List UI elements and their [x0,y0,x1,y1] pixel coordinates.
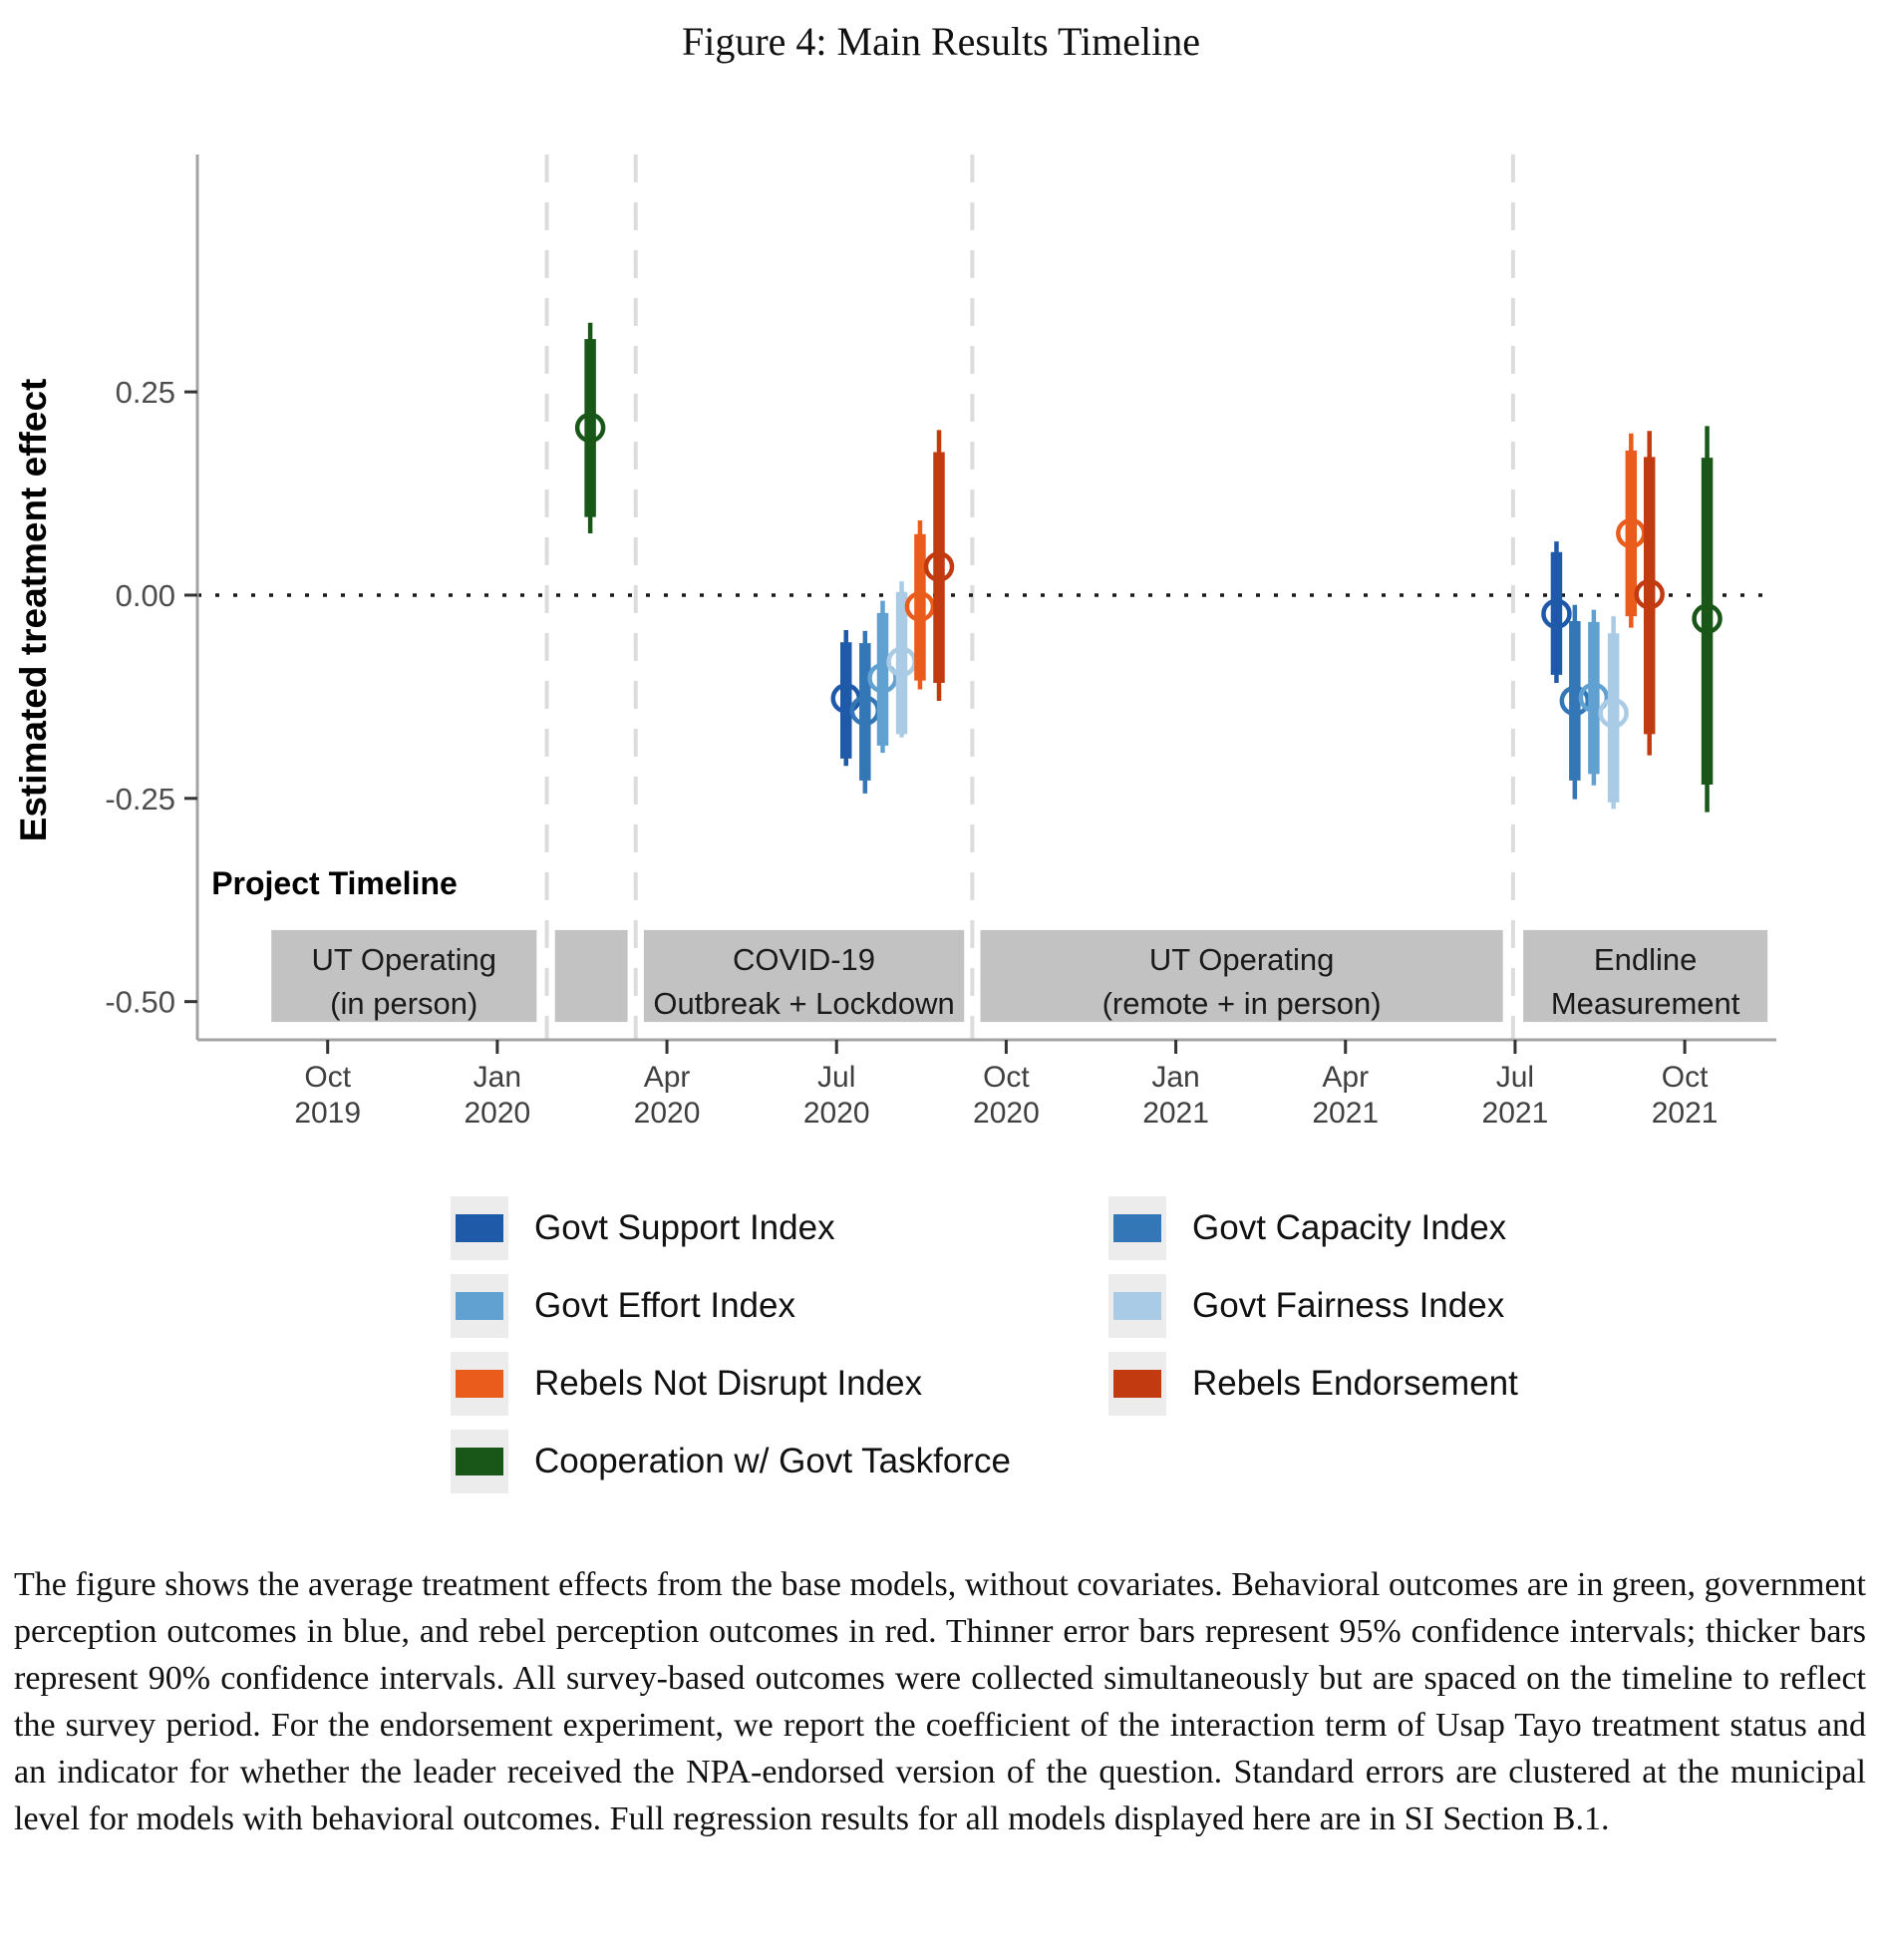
x-axis-month-label: Jan [473,1061,521,1094]
treatment-effect-chart: UT Operating (in person) COVID-19 Outbreak … [13,155,1776,1130]
legend-item: Govt Support Index [451,1196,1108,1260]
x-axis-year-label: 2021 [1312,1097,1379,1130]
legend-item: Cooperation w/ Govt Taskforce [451,1430,1108,1493]
figure-title: Figure 4: Main Results Timeline [681,19,1201,64]
legend-label: Govt Effort Index [534,1286,795,1325]
legend-label: Govt Capacity Index [1192,1208,1507,1247]
legend-color-swatch [456,1370,503,1398]
timeline-band-label: (in person) [330,986,477,1021]
timeline-band-label: Measurement [1551,986,1740,1021]
legend-color-swatch [456,1292,503,1320]
legend-color-swatch [456,1448,503,1475]
legend-key-icon [1108,1274,1166,1338]
timeline-band-label: UT Operating [1149,942,1335,977]
legend-label: Rebels Endorsement [1192,1364,1518,1403]
estimate-marker [1559,685,1591,717]
legend-color-swatch [1113,1214,1161,1242]
chart-legend: Govt Support Index Govt Capacity Index Gov… [451,1196,1647,1493]
timeline-band-label: UT Operating [312,942,497,977]
timeline-band-segment [980,929,1503,1023]
x-axis-month-label: Jan [1151,1061,1199,1094]
legend-label: Govt Fairness Index [1192,1286,1505,1325]
y-axis-tick-label: -0.50 [105,985,175,1020]
x-axis-year-label: 2021 [1142,1097,1209,1130]
timeline-band-label: COVID-19 [733,942,875,977]
legend-label: Cooperation w/ Govt Taskforce [534,1442,1011,1480]
timeline-band-label: (remote + in person) [1102,986,1382,1021]
legend-key-icon [451,1352,508,1416]
estimate-marker [1692,603,1723,634]
x-axis-month-label: Jul [817,1061,855,1094]
estimate-marker [1634,578,1665,610]
timeline-band-label: Endline [1594,942,1697,977]
figure-caption: The figure shows the average treatment e… [14,1566,1866,1837]
legend-label: Govt Support Index [534,1208,835,1247]
estimate-marker [1578,682,1610,713]
x-axis-month-label: Oct [1662,1061,1709,1094]
x-axis-month-label: Jul [1496,1061,1534,1094]
timeline-band-label: Outbreak + Lockdown [653,986,954,1021]
x-axis-month-label: Oct [983,1061,1030,1094]
estimate-marker [574,412,606,444]
legend-item: Rebels Not Disrupt Index [451,1352,1108,1416]
legend-label: Rebels Not Disrupt Index [534,1364,923,1403]
estimate-marker [923,551,955,582]
estimate-marker [904,591,936,622]
x-axis-year-label: 2021 [1482,1097,1549,1130]
x-axis-year-label: 2021 [1652,1097,1719,1130]
x-axis-year-label: 2020 [803,1097,870,1130]
timeline-header: Project Timeline [211,865,458,901]
y-axis-title: Estimated treatment effect [13,379,54,842]
legend-item: Govt Effort Index [451,1274,1108,1338]
x-axis-year-label: 2020 [634,1097,701,1130]
x-axis-year-label: 2019 [294,1097,361,1130]
y-axis-tick-label: 0.00 [116,578,175,613]
legend-key-icon [451,1430,508,1493]
timeline-band-segment [554,929,628,1023]
x-axis-year-label: 2020 [973,1097,1040,1130]
y-axis-tick-label: 0.25 [116,375,175,410]
legend-key-icon [451,1274,508,1338]
legend-key-icon [1108,1196,1166,1260]
estimate-marker [1598,697,1629,729]
legend-item: Govt Capacity Index [1108,1196,1647,1260]
legend-key-icon [451,1196,508,1260]
legend-color-swatch [1113,1370,1161,1398]
estimate-marker [867,662,898,694]
x-axis-month-label: Apr [644,1061,691,1094]
x-axis-month-label: Apr [1322,1061,1369,1094]
legend-color-swatch [456,1214,503,1242]
timeline-band-segment [271,929,537,1023]
estimate-marker [1541,598,1572,629]
legend-item: Rebels Endorsement [1108,1352,1647,1416]
legend-item: Govt Fairness Index [1108,1274,1647,1338]
legend-color-swatch [1113,1292,1161,1320]
x-axis-month-label: Oct [304,1061,351,1094]
timeline-band-segment [1523,929,1768,1023]
legend-key-icon [1108,1352,1166,1416]
x-axis-year-label: 2020 [464,1097,530,1130]
timeline-band-segment [643,929,965,1023]
y-axis-tick-label: -0.25 [105,782,175,817]
